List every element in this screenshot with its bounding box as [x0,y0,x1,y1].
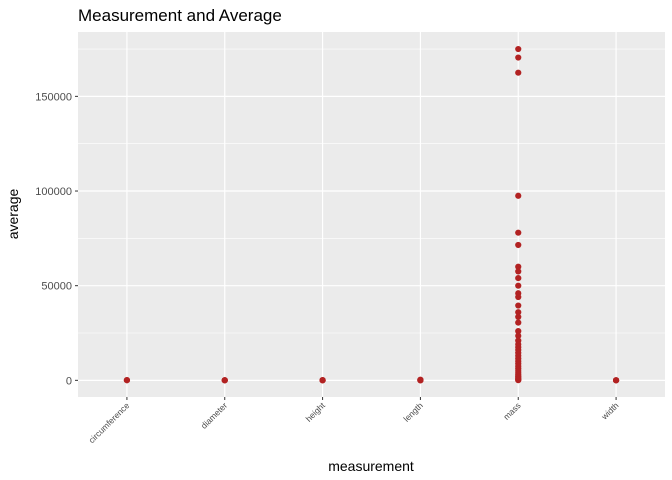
data-point [515,377,522,384]
data-point [515,192,522,199]
y-tick-label: 0 [66,375,72,387]
data-point [515,45,522,53]
data-point [515,54,522,61]
plot-panel [78,32,665,397]
data-point [515,309,522,316]
data-points [123,45,620,384]
y-tick-label: 50000 [41,281,72,293]
data-point [515,69,522,76]
data-point [515,229,522,236]
data-point [515,241,522,249]
data-point [515,302,522,309]
minor-gridlines [78,48,665,334]
data-point [221,377,228,384]
y-axis-ticks: 0 50000 100000 150000 [35,91,78,387]
data-point [515,332,522,339]
data-point [515,268,522,275]
y-tick-label: 150000 [35,91,72,103]
x-tick-label: height [304,400,328,424]
x-tick-label: length [401,400,425,424]
data-point [417,377,424,384]
data-point [515,328,522,335]
data-point [123,377,131,384]
data-point [515,275,522,282]
x-tick-label: circumference [87,400,132,445]
data-point [319,377,326,384]
data-point [515,319,522,326]
x-tick-label: diameter [199,400,230,431]
chart-title: Measurement and Average [78,6,282,25]
x-tick-label: width [599,400,621,422]
data-point [515,263,522,270]
data-point [515,293,522,301]
y-axis-title: average [5,188,21,239]
data-point [515,282,522,289]
y-tick-label: 100000 [35,186,72,198]
data-point [515,313,522,321]
x-axis-ticks: circumference diameter height length mass wid… [87,397,621,445]
x-tick-label: mass [501,400,522,421]
data-point [612,377,620,384]
x-axis-title: measurement [328,458,414,474]
